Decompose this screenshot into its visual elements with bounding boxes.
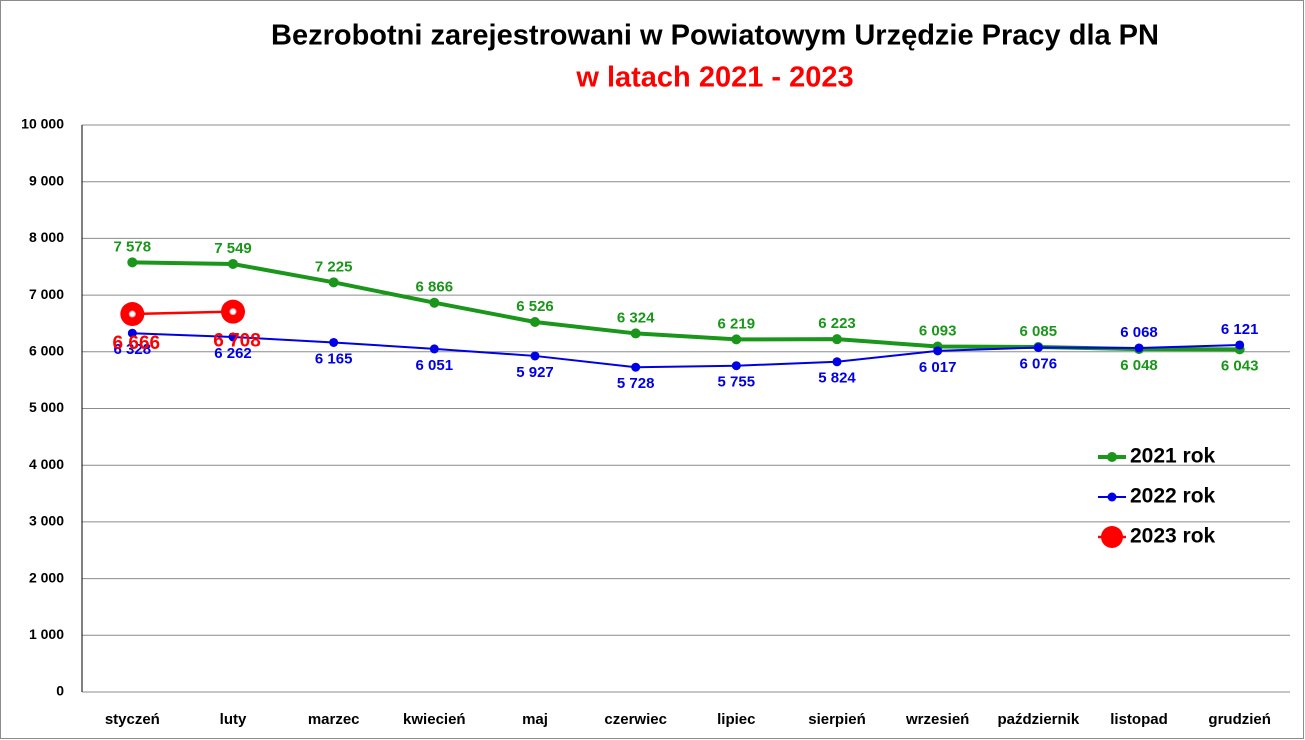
data-label: 5 728 <box>617 375 655 392</box>
data-point <box>731 334 742 345</box>
data-point <box>228 332 238 342</box>
data-label: 6 328 <box>114 341 152 358</box>
series-line <box>132 332 1240 369</box>
y-tick-label: 1 000 <box>29 626 64 642</box>
data-label: 6 708 <box>213 331 261 352</box>
legend-marker <box>1107 452 1117 462</box>
data-point <box>832 334 842 345</box>
x-tick-label: luty <box>220 711 247 728</box>
legend-label: 2023 rok <box>1130 525 1216 548</box>
data-point <box>127 328 137 338</box>
x-tick-label: sierpień <box>808 711 866 728</box>
y-tick-label: 8 000 <box>29 229 64 245</box>
x-tick-label: czerwiec <box>604 711 667 728</box>
legend-marker <box>1107 492 1117 502</box>
data-point <box>1134 343 1144 353</box>
legend-label: 2021 rok <box>1130 445 1216 468</box>
x-tick-label: marzec <box>308 711 360 728</box>
data-label: 5 824 <box>818 370 856 387</box>
data-label: 6 068 <box>1120 324 1158 341</box>
data-label: 5 755 <box>718 374 756 391</box>
data-label: 6 076 <box>1020 355 1058 372</box>
y-tick-label: 4 000 <box>29 456 64 472</box>
y-tick-label: 5 000 <box>29 399 64 415</box>
data-label: 6 048 <box>1120 357 1158 374</box>
chart-title: Bezrobotni zarejestrowani w Powiatowym U… <box>271 20 1159 52</box>
x-tick-label: maj <box>522 711 548 728</box>
y-tick-label: 2 000 <box>29 569 64 585</box>
y-tick-label: 3 000 <box>29 513 64 529</box>
x-tick-label: lipiec <box>717 711 755 728</box>
y-tick-label: 9 000 <box>29 172 64 188</box>
data-point <box>731 361 741 371</box>
x-tick-label: październik <box>997 711 1079 728</box>
y-tick-label: 10 000 <box>21 116 64 132</box>
y-tick-label: 0 <box>56 683 64 699</box>
data-point <box>631 362 641 372</box>
data-label: 6 223 <box>818 315 856 332</box>
data-label: 6 262 <box>214 345 252 362</box>
chart-subtitle: w latach 2021 - 2023 <box>575 62 853 94</box>
data-point <box>429 297 440 308</box>
data-point <box>328 277 339 288</box>
data-label: 6 085 <box>1020 323 1058 340</box>
data-label: 7 578 <box>114 238 152 255</box>
data-label: 6 866 <box>416 279 454 296</box>
data-label: 6 121 <box>1221 321 1259 338</box>
data-label: 6 666 <box>113 333 161 354</box>
series-line <box>132 310 234 316</box>
data-label: 6 324 <box>617 309 655 326</box>
data-label: 7 225 <box>315 258 353 275</box>
data-label: 6 017 <box>919 359 957 376</box>
data-point <box>530 351 540 361</box>
x-tick-label: wrzesień <box>905 711 969 728</box>
legend-marker <box>1101 526 1123 548</box>
data-point <box>1235 340 1245 350</box>
y-tick-label: 7 000 <box>29 286 64 302</box>
data-point <box>228 258 238 269</box>
data-point <box>329 337 339 347</box>
data-point <box>1033 342 1043 352</box>
data-label: 6 165 <box>315 350 353 367</box>
data-label: 6 219 <box>718 315 756 332</box>
data-point <box>832 357 842 367</box>
legend-label: 2022 rok <box>1130 485 1216 508</box>
data-label: 6 043 <box>1221 357 1259 374</box>
data-label: 6 526 <box>516 298 554 315</box>
data-label: 6 093 <box>919 322 957 339</box>
y-tick-label: 6 000 <box>29 343 64 359</box>
data-point <box>933 346 943 356</box>
data-label: 6 051 <box>416 357 454 374</box>
data-point-center <box>229 308 237 316</box>
x-tick-label: grudzień <box>1208 711 1271 728</box>
data-point <box>630 328 641 339</box>
data-label: 5 927 <box>516 364 554 381</box>
data-point <box>530 316 540 327</box>
x-tick-label: kwiecień <box>403 711 466 728</box>
data-point-center <box>128 310 136 318</box>
data-point <box>429 344 439 354</box>
data-point <box>127 257 138 268</box>
data-label: 7 549 <box>214 240 252 257</box>
x-tick-label: styczeń <box>105 711 160 728</box>
x-tick-label: listopad <box>1110 711 1168 728</box>
